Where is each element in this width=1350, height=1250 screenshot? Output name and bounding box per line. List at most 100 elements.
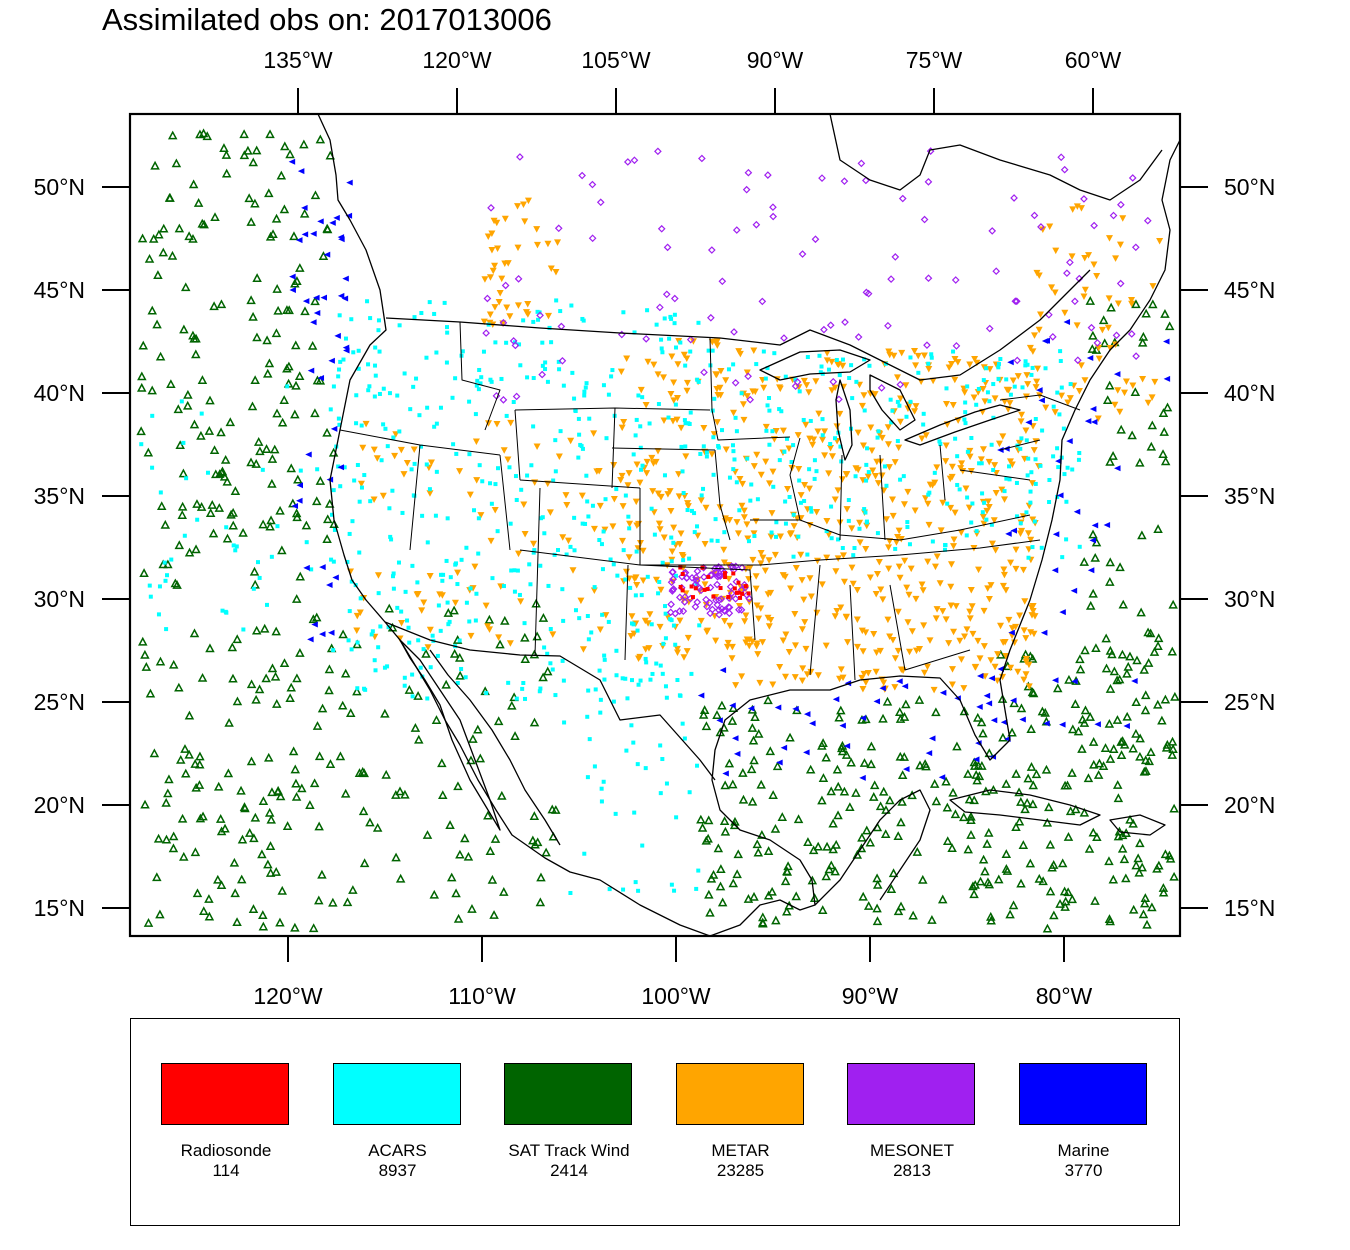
- sat-wind-marker: [155, 351, 166, 361]
- sat-wind-marker: [184, 231, 194, 241]
- acars-marker: [553, 469, 558, 474]
- metar-marker: [745, 636, 753, 643]
- sat-wind-marker: [279, 204, 290, 214]
- metar-marker: [827, 445, 835, 452]
- marine-marker: [803, 711, 811, 718]
- sat-wind-marker: [1160, 694, 1171, 704]
- sat-wind-marker: [213, 781, 224, 791]
- metar-marker: [504, 260, 512, 267]
- sat-wind-marker: [228, 673, 238, 683]
- metar-marker: [517, 598, 525, 605]
- metar-marker: [426, 573, 434, 580]
- sat-wind-marker: [137, 371, 147, 381]
- acars-marker: [629, 723, 634, 728]
- acars-marker: [385, 664, 390, 669]
- mesonet-marker: [703, 602, 711, 611]
- metar-marker: [506, 313, 514, 320]
- marine-marker: [289, 273, 296, 280]
- metar-marker: [872, 472, 880, 480]
- metar-marker: [533, 226, 541, 233]
- sat-wind-marker: [267, 478, 277, 488]
- sat-wind-marker: [258, 796, 269, 806]
- sat-wind-marker: [259, 623, 270, 633]
- metar-marker: [1144, 399, 1152, 407]
- acars-marker: [727, 475, 732, 480]
- sat-wind-marker: [530, 839, 540, 849]
- acars-marker: [376, 328, 381, 333]
- acars-marker: [969, 435, 974, 440]
- sat-wind-marker: [468, 734, 478, 743]
- mesonet-marker: [512, 392, 521, 401]
- sat-wind-marker: [1075, 654, 1085, 664]
- sat-wind-marker: [213, 874, 223, 884]
- metar-marker: [724, 639, 732, 647]
- marine-marker: [859, 774, 866, 781]
- acars-marker: [476, 516, 481, 521]
- mesonet-marker: [896, 380, 905, 389]
- sat-wind-marker: [454, 652, 465, 662]
- metar-marker: [1085, 252, 1093, 259]
- acars-marker: [420, 513, 425, 518]
- acars-marker: [969, 520, 974, 525]
- acars-marker: [765, 366, 770, 371]
- acars-marker: [989, 522, 994, 527]
- acars-marker: [755, 497, 760, 502]
- sat-wind-marker: [483, 810, 493, 820]
- sat-wind-marker: [391, 852, 401, 862]
- sat-wind-marker: [299, 208, 310, 218]
- sat-wind-marker: [1153, 524, 1163, 533]
- acars-marker: [338, 484, 343, 489]
- sat-wind-marker: [912, 847, 923, 856]
- marine-marker: [317, 375, 325, 382]
- metar-marker: [1000, 566, 1008, 574]
- metar-marker: [1069, 206, 1077, 213]
- sat-wind-marker: [918, 874, 928, 884]
- metar-marker: [839, 674, 847, 682]
- marine-marker: [334, 332, 341, 339]
- metar-marker: [675, 471, 683, 478]
- metar-marker: [967, 587, 975, 594]
- mesonet-marker: [884, 321, 892, 330]
- acars-marker: [663, 604, 668, 609]
- sat-wind-marker: [529, 811, 540, 820]
- sat-wind-marker: [300, 306, 310, 316]
- sat-wind-marker: [1130, 387, 1141, 397]
- metar-marker: [762, 423, 770, 431]
- acars-marker: [1033, 481, 1038, 486]
- sat-wind-marker: [263, 752, 274, 762]
- acars-marker: [336, 416, 341, 421]
- metar-marker: [833, 423, 841, 430]
- metar-marker: [427, 459, 435, 466]
- acars-marker: [632, 330, 637, 335]
- sat-wind-marker: [757, 830, 767, 839]
- legend-item: METAR 23285: [675, 1063, 806, 1181]
- sat-wind-marker: [1139, 766, 1150, 776]
- sat-wind-marker: [262, 335, 272, 345]
- acars-marker: [525, 473, 530, 478]
- metar-marker: [1021, 598, 1029, 605]
- acars-marker: [355, 463, 360, 468]
- metar-marker: [413, 591, 421, 599]
- sat-wind-marker: [878, 713, 888, 723]
- metar-marker: [828, 453, 836, 460]
- sat-wind-marker: [275, 917, 285, 927]
- metar-marker: [1075, 388, 1083, 395]
- acars-marker: [979, 461, 984, 466]
- legend-swatch: [504, 1063, 632, 1125]
- acars-marker: [1024, 438, 1029, 443]
- sat-wind-marker: [190, 759, 200, 768]
- metar-marker: [994, 651, 1002, 658]
- acars-marker: [582, 393, 587, 398]
- sat-wind-marker: [143, 917, 154, 927]
- acars-marker: [558, 429, 563, 434]
- coastline-gulf-mexico: [709, 139, 1180, 936]
- marine-marker: [1089, 405, 1097, 412]
- sat-wind-marker: [271, 626, 281, 636]
- acars-marker: [640, 843, 645, 848]
- sat-wind-marker: [977, 760, 987, 770]
- mesonet-marker: [731, 378, 740, 387]
- sat-wind-marker: [271, 213, 282, 223]
- metar-marker: [754, 651, 762, 658]
- acars-marker: [701, 486, 706, 491]
- acars-marker: [554, 298, 559, 303]
